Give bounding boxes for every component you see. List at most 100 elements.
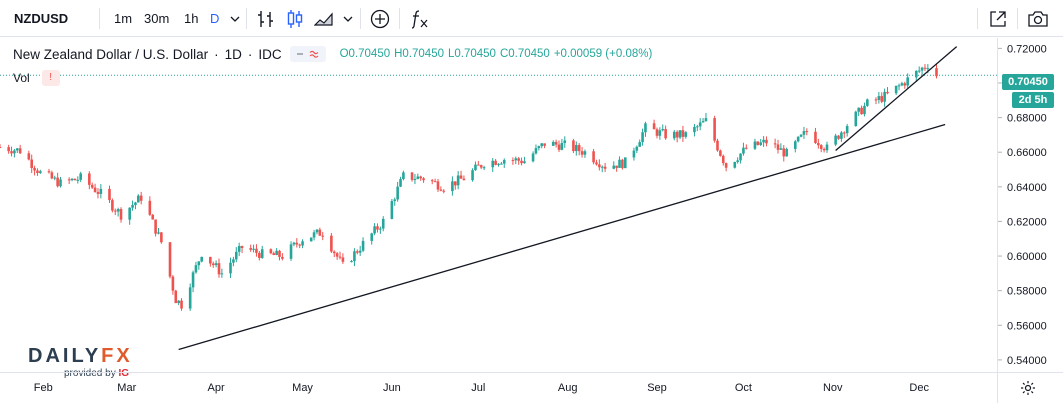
candle — [785, 147, 788, 157]
price-tick-label: 0.60000 — [1007, 251, 1047, 263]
candle — [652, 119, 656, 130]
candle-body — [292, 242, 296, 245]
candle — [684, 131, 688, 139]
candle — [229, 257, 232, 278]
candle-body — [234, 251, 238, 260]
candle-style-icon[interactable] — [286, 0, 304, 37]
candle-body — [116, 209, 120, 212]
interval-1h-button[interactable]: 1h — [184, 11, 199, 26]
candle — [338, 251, 342, 260]
candle — [0, 144, 2, 149]
candle — [592, 148, 595, 165]
candle-body — [321, 235, 325, 237]
candle-body — [638, 142, 641, 147]
candle — [819, 144, 823, 153]
candle-body — [623, 157, 627, 169]
compare-plus-icon[interactable] — [370, 0, 390, 37]
area-style-icon[interactable] — [314, 0, 334, 37]
time-axis[interactable]: Feb Mar Apr May Jun Jul Aug Sep Oct Nov Dec — [0, 372, 997, 403]
candle — [99, 184, 103, 199]
time-tick-label: Jul — [471, 382, 485, 394]
candle — [258, 251, 261, 261]
candle — [131, 200, 134, 211]
candle-body — [805, 131, 809, 133]
candle-body — [531, 153, 535, 162]
candle-body — [860, 107, 863, 115]
candle-body — [580, 151, 584, 155]
candle — [353, 248, 356, 267]
candle — [805, 128, 809, 136]
candle — [825, 141, 829, 153]
candle-body — [275, 250, 278, 256]
symbol-search[interactable]: NZDUSD — [14, 11, 69, 26]
legend-visibility-toggle[interactable] — [289, 46, 326, 62]
chevron-down-icon[interactable] — [229, 0, 241, 37]
candle-body — [419, 176, 422, 179]
candle-body — [658, 130, 662, 136]
candle — [779, 143, 783, 150]
candle-body — [413, 179, 417, 181]
candle — [796, 136, 800, 143]
candle-body — [863, 105, 866, 115]
candle-body — [151, 214, 155, 220]
candle-body — [471, 170, 474, 181]
gear-icon[interactable] — [1020, 380, 1036, 396]
candle-body — [194, 265, 198, 273]
candle — [390, 199, 394, 220]
legend-low: L0.70450 — [447, 48, 496, 60]
price-tick-label: 0.54000 — [1007, 355, 1047, 367]
fullscreen-icon[interactable] — [988, 0, 1008, 37]
candle — [309, 237, 313, 242]
candle-body — [332, 251, 336, 254]
candle — [119, 207, 123, 223]
candle — [278, 249, 281, 261]
candle — [116, 207, 120, 217]
candle-body — [615, 165, 618, 168]
candle-body — [269, 249, 273, 254]
divider — [977, 8, 978, 29]
candle-body — [753, 141, 757, 149]
candle — [217, 258, 221, 278]
candle-body — [191, 272, 195, 288]
snapshot-camera-icon[interactable] — [1027, 0, 1049, 37]
candle-body — [854, 111, 858, 127]
candle-body — [776, 144, 780, 150]
time-axis-labels: Feb Mar Apr May Jun Jul Aug Sep Oct Nov Dec — [34, 382, 930, 394]
interval-d-button[interactable]: D — [210, 11, 220, 26]
candle — [897, 83, 901, 91]
candle — [551, 140, 555, 146]
candle-body — [785, 148, 788, 157]
candle-body — [402, 172, 405, 180]
candle-body — [600, 166, 604, 168]
candle-body — [655, 129, 659, 136]
chart-pane[interactable]: New Zealand Dollar / U.S. Dollar · 1D · … — [0, 38, 997, 379]
candle-body — [131, 205, 134, 208]
bar-style-icon[interactable] — [257, 0, 275, 37]
chevron-down-icon[interactable] — [342, 0, 354, 37]
price-chart[interactable] — [0, 38, 997, 372]
candle-body — [664, 129, 667, 139]
candle — [675, 130, 679, 143]
candle — [776, 139, 780, 154]
interval-1m-button[interactable]: 1m — [114, 11, 133, 26]
volume-warning-icon[interactable]: ! — [41, 70, 60, 86]
indicators-fx-icon[interactable] — [410, 0, 430, 37]
candle-body — [59, 179, 62, 187]
candle — [681, 125, 685, 142]
candle-body — [814, 131, 817, 144]
candle-body — [684, 132, 688, 137]
candle-body — [128, 207, 131, 220]
candle-body — [252, 248, 255, 250]
logo-daily: DAILY — [28, 345, 102, 367]
candle-body — [793, 141, 797, 149]
minus-wave-icon — [296, 50, 319, 58]
chart-settings-corner — [997, 372, 1063, 403]
candle-body — [289, 244, 293, 259]
interval-30m-button[interactable]: 30m — [144, 11, 170, 26]
candle-body — [309, 237, 313, 242]
candle-body — [681, 130, 685, 137]
candle-body — [258, 252, 261, 258]
candle — [240, 245, 244, 254]
candle-body — [154, 219, 157, 234]
candle-body — [88, 173, 91, 185]
